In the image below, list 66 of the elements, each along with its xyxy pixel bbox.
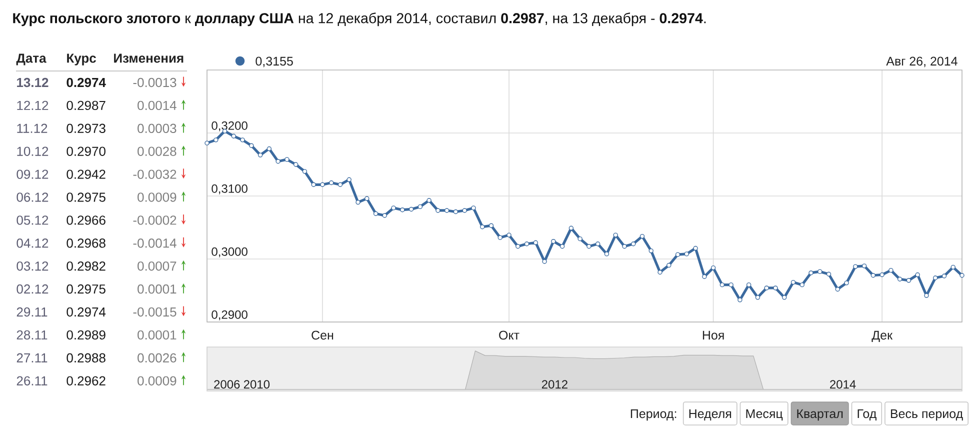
data-label: 0.2987 <box>66 100 106 110</box>
y-tick-label: 0,3200 <box>212 121 248 132</box>
data-label: 0.2988 <box>66 353 106 362</box>
category-label: 10.12 <box>17 146 48 156</box>
data-label: 0.2974 <box>66 307 106 317</box>
data-label: 0.0009 <box>138 192 176 202</box>
data-label: -0.0013 <box>133 78 176 88</box>
data-label: -0.0015 <box>133 307 176 317</box>
text: Период: <box>630 409 676 421</box>
data-label: 0.0003 <box>138 124 176 133</box>
text: Квартал <box>797 409 843 421</box>
data-label: 0.2942 <box>66 170 106 179</box>
y-tick-label: 0,3000 <box>212 247 248 258</box>
x-tick-label: 2010 <box>244 380 270 389</box>
data-label: 0.0001 <box>138 330 176 340</box>
data-label: 0.0028 <box>138 146 176 156</box>
x-tick-label: Окт <box>499 330 520 340</box>
data-label: 0.2974 <box>66 78 106 88</box>
data-label: 0.2989 <box>66 330 106 340</box>
x-tick-label: 2012 <box>542 380 568 389</box>
category-label: 27.11 <box>16 353 48 362</box>
text: Месяц <box>746 409 783 420</box>
category-label: 02.12 <box>16 284 48 294</box>
x-tick-label: Сен <box>312 330 334 340</box>
x-tick-label: Дек <box>872 330 893 342</box>
text: Изменения <box>114 54 184 63</box>
data-label: 0.2982 <box>66 261 106 271</box>
data-label: 0.2975 <box>66 284 106 294</box>
data-label: 0.2973 <box>66 124 106 133</box>
category-label: 05.12 <box>16 216 48 225</box>
text: Курс польского злотого к доллару США на 12 декабря 2014, составил 0.2987, на 13 декабря - 0.2974. <box>13 12 706 26</box>
data-label: 0.2966 <box>66 216 106 225</box>
category-label: 09.12 <box>16 170 48 179</box>
data-label: 0.2968 <box>66 238 106 248</box>
text: 0,3155 <box>256 56 293 68</box>
y-tick-label: 0,3100 <box>212 184 248 194</box>
text: Год <box>858 409 876 420</box>
category-label: 26.11 <box>16 376 48 386</box>
data-label: 0.2970 <box>66 146 106 156</box>
text: Весь период <box>890 409 963 421</box>
category-label: 12.12 <box>17 100 48 110</box>
text: Авг 26, 2014 <box>886 56 958 68</box>
text: Курс <box>67 54 96 66</box>
category-label: 29.11 <box>16 307 48 317</box>
category-label: 28.11 <box>16 330 48 340</box>
data-label: -0.0032 <box>133 170 176 179</box>
x-tick-label: Ноя <box>702 330 724 340</box>
data-label: 0.0014 <box>138 100 176 110</box>
text: Дата <box>16 54 46 66</box>
data-label: -0.0014 <box>133 238 176 248</box>
category-label: 03.12 <box>16 261 48 271</box>
category-label: 11.12 <box>17 124 48 133</box>
data-label: 0.0007 <box>138 261 176 271</box>
text: Неделя <box>689 409 732 420</box>
x-tick-label: 2014 <box>830 380 856 389</box>
category-label: 04.12 <box>16 238 48 248</box>
data-label: 0.0009 <box>138 376 176 386</box>
category-label: 13.12 <box>17 78 48 88</box>
y-tick-label: 0,2900 <box>212 310 248 320</box>
data-label: 0.2962 <box>66 376 106 386</box>
data-label: -0.0002 <box>133 216 176 225</box>
data-label: 0.0026 <box>138 353 176 362</box>
category-label: 06.12 <box>16 192 48 202</box>
x-tick-label: 2006 <box>214 380 240 389</box>
data-label: 0.2975 <box>66 192 106 202</box>
data-label: 0.0001 <box>138 284 176 294</box>
